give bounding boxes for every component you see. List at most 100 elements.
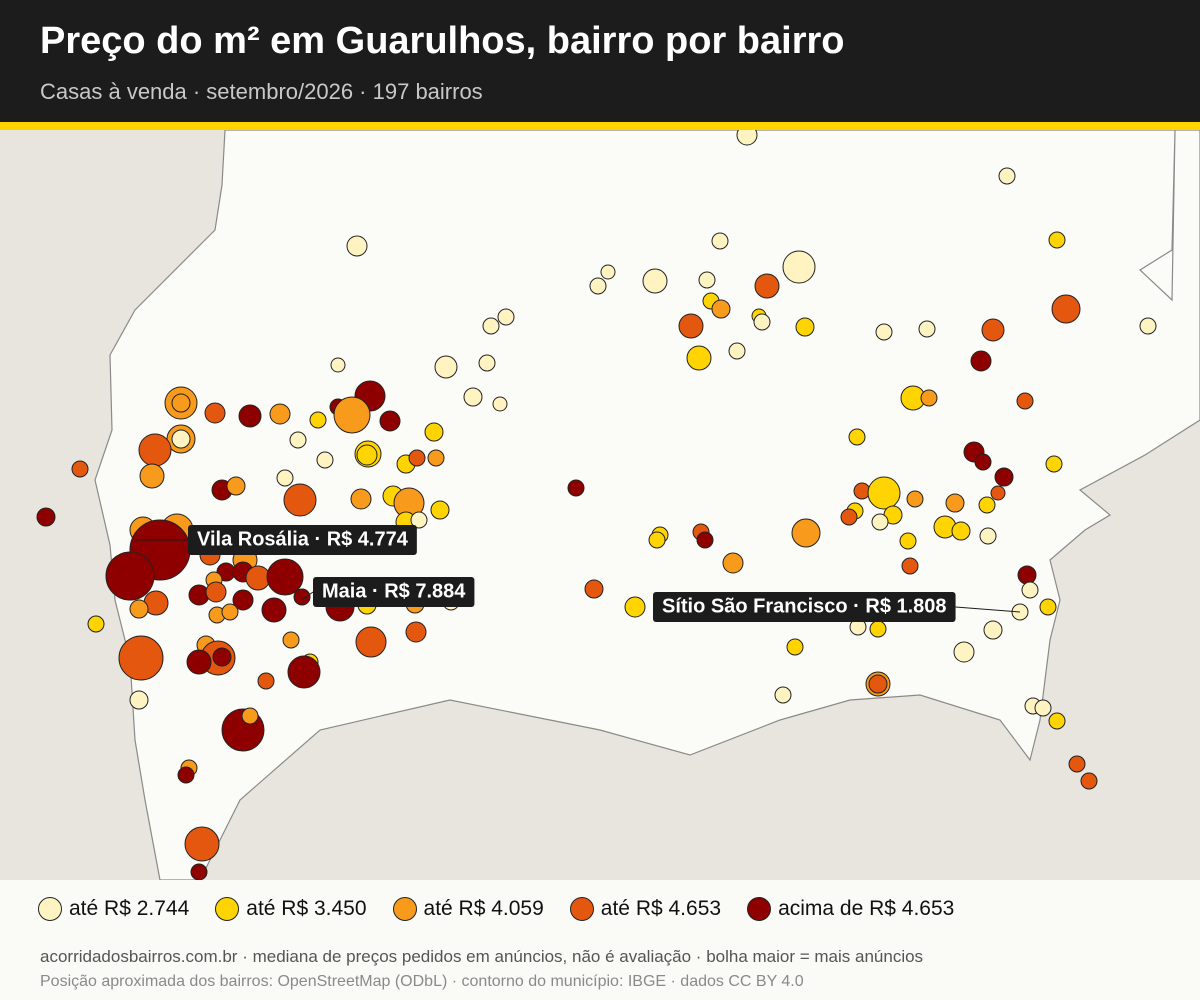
bubble bbox=[309, 411, 327, 429]
bubble bbox=[1068, 755, 1086, 773]
bubble bbox=[998, 167, 1016, 185]
bubble bbox=[871, 513, 889, 531]
subtitle: Casas à venda · setembro/2026 · 197 bair… bbox=[40, 79, 483, 104]
bubble bbox=[190, 863, 208, 880]
bubble bbox=[427, 449, 445, 467]
bubble bbox=[696, 531, 714, 549]
municipality bbox=[94, 130, 1200, 880]
bubble bbox=[282, 631, 300, 649]
bubble bbox=[853, 482, 871, 500]
callout-label: Maia · R$ 7.884 bbox=[322, 580, 466, 602]
bubble bbox=[624, 596, 646, 618]
bubble bbox=[970, 350, 992, 372]
bubble bbox=[786, 638, 804, 656]
callout: Sítio São Francisco · R$ 1.808 bbox=[653, 592, 1021, 622]
bubble bbox=[1048, 712, 1066, 730]
bubble bbox=[978, 496, 996, 514]
bubble bbox=[899, 532, 917, 550]
bubble bbox=[346, 235, 368, 257]
bubble bbox=[212, 647, 232, 667]
source-note: acorridadosbairros.com.br · mediana de p… bbox=[40, 947, 924, 966]
bubble bbox=[482, 317, 500, 335]
callout: Vila Rosália · R$ 4.774 bbox=[135, 525, 417, 555]
bubble bbox=[600, 264, 616, 280]
bubble bbox=[269, 403, 291, 425]
bubble bbox=[1048, 231, 1066, 249]
bubble bbox=[266, 558, 304, 596]
legend-swatch bbox=[747, 897, 772, 921]
bubble bbox=[293, 588, 311, 606]
bubble bbox=[241, 707, 259, 725]
bubble bbox=[408, 449, 426, 467]
bubble bbox=[129, 599, 149, 619]
bubble bbox=[728, 342, 746, 360]
bubble bbox=[711, 232, 729, 250]
bubble bbox=[71, 460, 89, 478]
bubble bbox=[261, 597, 287, 623]
bubble bbox=[1051, 294, 1081, 324]
legend-item: até R$ 3.450 bbox=[215, 897, 367, 921]
bubble bbox=[1080, 772, 1098, 790]
legend-label: até R$ 2.744 bbox=[69, 897, 190, 920]
bubble bbox=[840, 508, 858, 526]
legend-item: acima de R$ 4.653 bbox=[747, 897, 954, 921]
bubble bbox=[951, 521, 971, 541]
bubble bbox=[289, 431, 307, 449]
callout-label: Vila Rosália · R$ 4.774 bbox=[197, 528, 409, 550]
bubble bbox=[1017, 565, 1037, 585]
bubble bbox=[774, 686, 792, 704]
bubble bbox=[945, 493, 965, 513]
bubble bbox=[1045, 455, 1063, 473]
bubble bbox=[974, 453, 992, 471]
bubble bbox=[283, 483, 317, 517]
bubble bbox=[177, 766, 195, 784]
bubble bbox=[186, 649, 212, 675]
bubble bbox=[698, 271, 716, 289]
legend-label: até R$ 3.450 bbox=[246, 897, 367, 920]
legend: até R$ 2.744 até R$ 3.450 até R$ 4.059 até … bbox=[38, 897, 980, 921]
bubble bbox=[722, 552, 744, 574]
bubble bbox=[920, 389, 938, 407]
legend-swatch bbox=[569, 897, 594, 921]
bubble bbox=[1039, 598, 1057, 616]
bubble bbox=[868, 674, 888, 694]
callout-leader bbox=[301, 591, 314, 601]
bubble bbox=[105, 551, 155, 601]
bubble bbox=[990, 485, 1006, 501]
callout-label: Sítio São Francisco · R$ 1.808 bbox=[662, 595, 947, 617]
bubble bbox=[118, 635, 164, 681]
bubble bbox=[205, 581, 227, 603]
bubble bbox=[379, 410, 401, 432]
bubble bbox=[424, 422, 444, 442]
bubble bbox=[138, 433, 172, 467]
bubble bbox=[87, 615, 105, 633]
bubble bbox=[983, 620, 1003, 640]
bubble bbox=[333, 396, 371, 434]
bubble bbox=[875, 323, 893, 341]
bubble bbox=[238, 404, 262, 428]
bubble bbox=[791, 518, 821, 548]
bubble bbox=[906, 490, 924, 508]
legend-item: até R$ 2.744 bbox=[38, 897, 189, 921]
legend-swatch bbox=[215, 897, 240, 921]
bubble bbox=[584, 579, 604, 599]
bubble bbox=[1139, 317, 1157, 335]
callout-box bbox=[653, 592, 956, 622]
callout: Maia · R$ 7.884 bbox=[301, 577, 475, 607]
bubble bbox=[139, 463, 165, 489]
bubble bbox=[350, 488, 372, 510]
legend-label: até R$ 4.653 bbox=[600, 897, 722, 920]
bubble bbox=[918, 320, 936, 338]
legend-swatch bbox=[392, 897, 417, 921]
bubble bbox=[316, 451, 334, 469]
bubble bbox=[171, 429, 191, 449]
bubble bbox=[355, 626, 387, 658]
bubble bbox=[901, 557, 919, 575]
title: Preço do m² em Guarulhos, bairro por bai… bbox=[40, 20, 845, 62]
callout-leader bbox=[955, 606, 1021, 613]
bubble bbox=[754, 273, 780, 299]
legend-item: até R$ 4.059 bbox=[392, 897, 544, 921]
bubble bbox=[434, 355, 458, 379]
bubble bbox=[848, 428, 866, 446]
